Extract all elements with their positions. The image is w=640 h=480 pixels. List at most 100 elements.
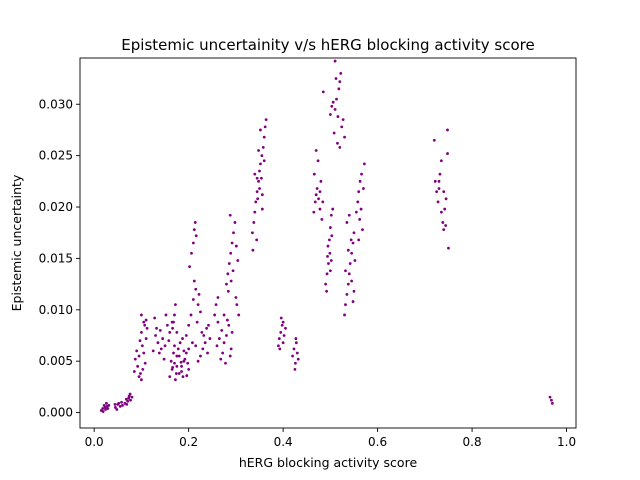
data-point bbox=[156, 341, 160, 345]
data-point bbox=[433, 179, 437, 183]
data-point bbox=[161, 337, 165, 340]
data-point bbox=[357, 190, 361, 194]
data-point bbox=[260, 207, 264, 211]
data-point bbox=[326, 244, 330, 248]
data-point bbox=[444, 197, 448, 201]
data-point bbox=[277, 344, 280, 348]
data-point bbox=[312, 172, 316, 176]
data-point bbox=[353, 259, 357, 262]
y-tick-label: 0.005 bbox=[39, 354, 73, 368]
data-point bbox=[227, 262, 231, 265]
data-point bbox=[169, 359, 173, 363]
data-point bbox=[261, 146, 265, 149]
data-point bbox=[151, 349, 155, 353]
data-point bbox=[291, 354, 294, 358]
data-point bbox=[333, 59, 337, 63]
data-point bbox=[143, 361, 147, 365]
data-point bbox=[340, 125, 344, 129]
data-point bbox=[442, 228, 446, 232]
data-point bbox=[199, 310, 202, 314]
data-point bbox=[220, 328, 224, 332]
data-point bbox=[114, 406, 117, 409]
data-point bbox=[192, 228, 196, 232]
data-point bbox=[344, 303, 347, 307]
data-point bbox=[230, 241, 234, 245]
data-point bbox=[216, 296, 220, 299]
data-point bbox=[257, 149, 260, 152]
data-point bbox=[177, 354, 181, 358]
data-point bbox=[262, 135, 266, 139]
data-point bbox=[341, 118, 345, 122]
data-point bbox=[207, 323, 210, 327]
data-point bbox=[432, 138, 436, 142]
data-point bbox=[326, 254, 329, 258]
data-point bbox=[314, 193, 318, 197]
data-point bbox=[195, 320, 199, 324]
data-point bbox=[253, 210, 257, 214]
data-point bbox=[154, 334, 157, 337]
data-point bbox=[234, 296, 238, 299]
data-point bbox=[199, 354, 202, 358]
data-point bbox=[225, 318, 229, 322]
data-point bbox=[362, 187, 365, 190]
data-point bbox=[181, 375, 185, 379]
data-point bbox=[191, 241, 195, 245]
x-tick-label: 0.6 bbox=[368, 435, 387, 449]
data-point bbox=[339, 72, 343, 75]
data-point bbox=[133, 357, 137, 361]
data-point bbox=[174, 303, 177, 307]
data-point bbox=[348, 262, 352, 265]
data-point bbox=[328, 113, 332, 116]
data-point bbox=[360, 172, 363, 176]
data-point bbox=[292, 347, 296, 351]
x-tick-label: 0.8 bbox=[463, 435, 482, 449]
data-point bbox=[194, 344, 198, 348]
data-point bbox=[258, 187, 261, 190]
data-point bbox=[344, 269, 347, 273]
data-point bbox=[230, 331, 234, 334]
data-point bbox=[254, 200, 258, 204]
data-point bbox=[216, 320, 220, 324]
data-point bbox=[206, 351, 209, 355]
data-point bbox=[224, 361, 227, 365]
axis-ticks: 0.0 0.2 0.4 0.6 0.8 1.0 0.000 0.005 0.010 0.015 0.… bbox=[39, 97, 576, 449]
data-point bbox=[259, 162, 262, 166]
data-point bbox=[343, 313, 346, 317]
data-point bbox=[130, 395, 134, 399]
data-point bbox=[255, 190, 259, 194]
data-point bbox=[338, 146, 342, 149]
data-point bbox=[208, 337, 212, 340]
data-point bbox=[141, 368, 145, 371]
data-point bbox=[226, 289, 230, 293]
x-tick-label: 0.0 bbox=[85, 435, 104, 449]
data-point bbox=[125, 402, 129, 406]
data-point bbox=[192, 279, 196, 283]
data-point bbox=[325, 272, 329, 276]
data-point bbox=[253, 172, 257, 176]
data-point bbox=[193, 221, 197, 224]
data-point bbox=[235, 303, 239, 307]
data-point bbox=[127, 396, 131, 400]
data-point bbox=[447, 246, 450, 250]
data-point bbox=[196, 303, 200, 307]
data-point bbox=[279, 331, 283, 334]
data-point bbox=[202, 334, 206, 337]
data-point bbox=[213, 313, 217, 317]
data-point bbox=[350, 251, 354, 255]
data-point bbox=[550, 401, 554, 405]
data-point bbox=[318, 190, 322, 194]
data-point bbox=[225, 282, 228, 286]
data-point bbox=[135, 349, 139, 353]
data-point bbox=[550, 398, 553, 402]
data-point bbox=[312, 210, 316, 214]
data-point bbox=[163, 344, 167, 348]
data-point bbox=[325, 289, 328, 293]
data-point bbox=[296, 357, 300, 361]
data-point bbox=[229, 251, 233, 255]
data-point bbox=[324, 282, 328, 286]
data-point bbox=[337, 87, 341, 91]
data-point bbox=[282, 334, 286, 337]
data-point bbox=[183, 357, 187, 361]
data-point bbox=[328, 251, 332, 255]
